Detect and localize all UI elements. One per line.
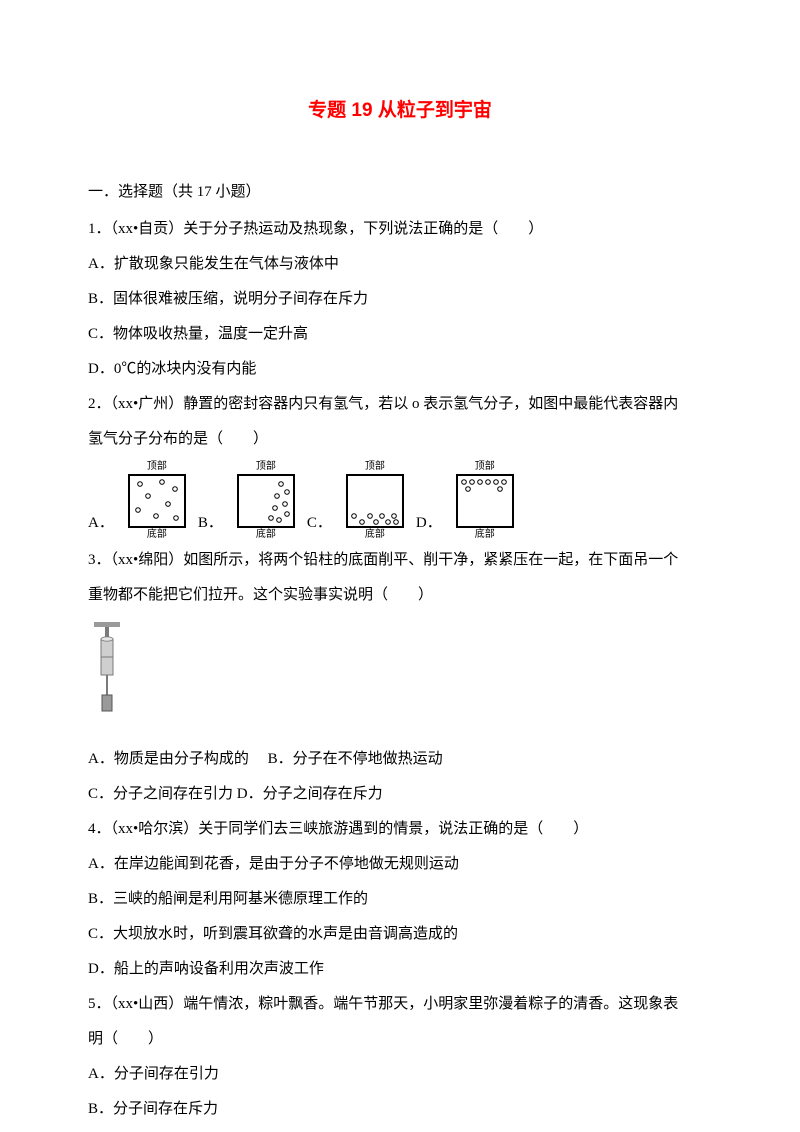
q2-stem-line2: 氢气分子分布的是（ ）: [88, 423, 712, 456]
q1-option-d: D．0℃的冰块内没有内能: [88, 353, 712, 386]
q5-option-a: A．分子间存在引力: [88, 1058, 712, 1091]
q4-option-a: A．在岸边能闻到花香，是由于分子不停地做无规则运动: [88, 848, 712, 881]
q2-fig-d-top: 顶部: [475, 462, 495, 472]
q5-stem-line1: 5．（xx•山西）端午情浓，粽叶飘香。端午节那天，小明家里弥漫着粽子的清香。这现…: [88, 988, 712, 1021]
q2-figure-a: 顶部 底部: [128, 462, 186, 540]
gas-box-d-icon: [456, 474, 514, 528]
lead-cylinder-icon: [94, 622, 120, 718]
q3-options-cd: C．分子之间存在引力 D．分子之间存在斥力: [88, 778, 712, 811]
q5-option-b: B．分子间存在斥力: [88, 1093, 712, 1126]
q2-figure-b: 顶部 底部: [237, 462, 295, 540]
q4-option-b: B．三峡的船闸是利用阿基米德原理工作的: [88, 883, 712, 916]
q4-stem: 4．（xx•哈尔滨）关于同学们去三峡旅游遇到的情景，说法正确的是（ ）: [88, 813, 712, 846]
q1-option-b: B．固体很难被压缩，说明分子间存在斥力: [88, 283, 712, 316]
q1-option-a: A．扩散现象只能发生在气体与液体中: [88, 248, 712, 281]
q2-option-d-label: D．: [416, 507, 442, 540]
gas-box-b-icon: [237, 474, 295, 528]
q3-options-ab: A．物质是由分子构成的 B．分子在不停地做热运动: [88, 743, 712, 776]
q2-fig-b-top: 顶部: [256, 462, 276, 472]
q3-stem-line1: 3．（xx•绵阳）如图所示，将两个铅柱的底面削平、削干净，紧紧压在一起，在下面吊…: [88, 544, 712, 577]
q2-fig-b-bottom: 底部: [256, 530, 276, 540]
q2-stem-line1: 2．（xx•广州）静置的密封容器内只有氢气，若以 o 表示氢气分子，如图中最能代…: [88, 388, 712, 421]
q1-option-c: C．物体吸收热量，温度一定升高: [88, 318, 712, 351]
q1-stem: 1．（xx•自贡）关于分子热运动及热现象，下列说法正确的是（ ）: [88, 213, 712, 246]
gas-box-c-icon: [346, 474, 404, 528]
q2-option-a-label: A．: [88, 507, 114, 540]
q2-figure-c: 顶部 底部: [346, 462, 404, 540]
q2-option-c-label: C．: [307, 507, 332, 540]
q4-option-c: C．大坝放水时，听到震耳欲聋的水声是由音调高造成的: [88, 918, 712, 951]
q2-fig-a-top: 顶部: [147, 462, 167, 472]
q2-options-row: A． 顶部 底部 B． 顶部 底部 C．: [88, 462, 712, 540]
q5-stem-line2: 明（ ）: [88, 1023, 712, 1056]
q2-fig-a-bottom: 底部: [147, 530, 167, 540]
q3-figure: [94, 622, 712, 731]
q2-fig-d-bottom: 底部: [475, 530, 495, 540]
q2-fig-c-bottom: 底部: [365, 530, 385, 540]
q4-option-d: D．船上的声呐设备利用次声波工作: [88, 953, 712, 986]
gas-box-a-icon: [128, 474, 186, 528]
q2-figure-d: 顶部 底部: [456, 462, 514, 540]
q3-stem-line2: 重物都不能把它们拉开。这个实验事实说明（ ）: [88, 579, 712, 612]
section-heading: 一．选择题（共 17 小题）: [88, 176, 712, 209]
q2-fig-c-top: 顶部: [365, 462, 385, 472]
page-title: 专题 19 从粒子到宇宙: [88, 90, 712, 132]
q2-option-b-label: B．: [198, 507, 223, 540]
